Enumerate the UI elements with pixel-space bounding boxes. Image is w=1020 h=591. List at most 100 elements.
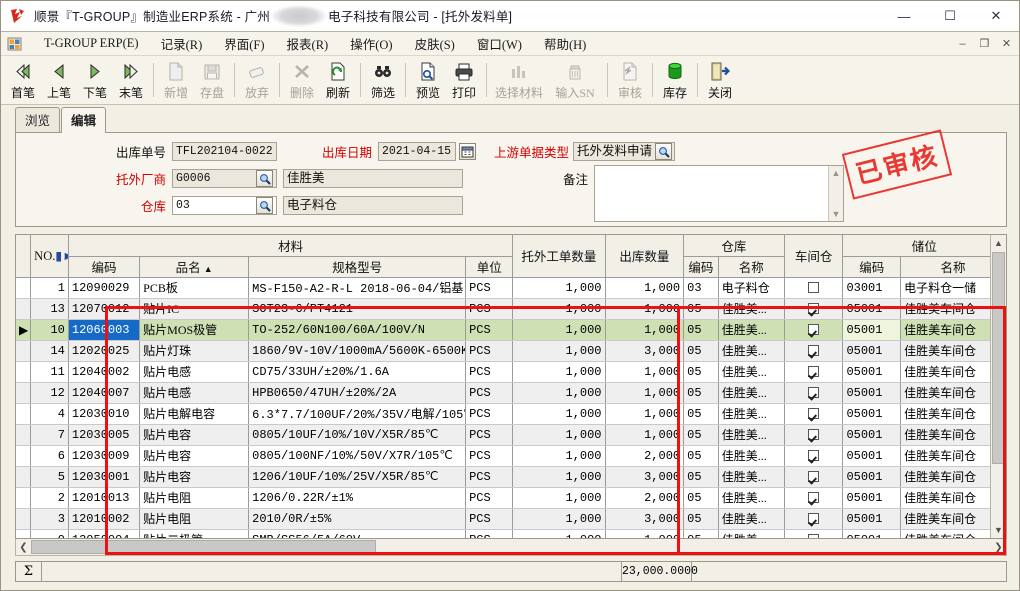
cell-issue-qty[interactable]: 2,000 — [605, 487, 685, 509]
table-row[interactable]: 2 12010013 贴片电阻 1206/0.22R/±1% PCS 1,000 2,000… — [16, 487, 1006, 509]
cell-unit[interactable]: PCS — [465, 403, 514, 425]
cell-no[interactable]: 14 — [30, 340, 69, 362]
toolbar-close-button[interactable]: 关闭 — [702, 58, 738, 103]
cell-outsource-qty[interactable]: 1,000 — [512, 487, 606, 509]
cell-workshop-checkbox[interactable] — [784, 361, 844, 383]
cell-location-name[interactable]: 佳胜美车间仓 — [900, 487, 1006, 509]
cell-spec[interactable]: MS-F150-A2-R-L 2018-06-04/铝基... — [248, 277, 467, 299]
cell-location-code[interactable]: 05001 — [842, 466, 902, 488]
cell-unit[interactable]: PCS — [465, 298, 514, 320]
table-row[interactable]: 11 12040002 贴片电感 CD75/33UH/±20%/1.6A PCS 1,00… — [16, 361, 1006, 383]
cell-unit[interactable]: PCS — [465, 466, 514, 488]
cell-no[interactable]: 10 — [30, 319, 69, 341]
cell-issue-qty[interactable]: 1,000 — [605, 382, 685, 404]
cell-spec[interactable]: 2010/0R/±5% — [248, 508, 467, 530]
checkbox-unchecked-icon[interactable] — [808, 281, 820, 293]
upstream-type-field[interactable]: 托外发料申请 — [573, 142, 675, 161]
checkbox-checked-icon[interactable] — [808, 491, 820, 503]
cell-material-code[interactable]: 12050004 — [68, 529, 141, 538]
cell-unit[interactable]: PCS — [465, 445, 514, 467]
cell-location-code[interactable]: 05001 — [842, 340, 902, 362]
cell-location-code[interactable]: 03001 — [842, 277, 902, 299]
cell-outsource-qty[interactable]: 1,000 — [512, 466, 606, 488]
header-location-name[interactable]: 名称 — [900, 256, 1006, 278]
grid-scroll-down-icon[interactable]: ▼ — [994, 525, 1003, 535]
toolbar-select-material-button[interactable]: 选择材料 — [491, 58, 547, 103]
memo-scroll-up-icon[interactable]: ▲ — [831, 168, 841, 178]
cell-warehouse-name[interactable]: 佳胜美... — [718, 340, 785, 362]
header-issue-qty[interactable]: 出库数量 — [605, 235, 685, 278]
checkbox-checked-icon[interactable] — [808, 365, 820, 377]
cell-spec[interactable]: 0805/10UF/10%/10V/X5R/85℃ — [248, 424, 467, 446]
doc-no-field[interactable]: TFL202104-0022 — [172, 142, 277, 161]
checkbox-checked-icon[interactable] — [808, 344, 820, 356]
menu-item-operation[interactable]: 操作(O) — [350, 38, 393, 52]
warehouse-lookup-icon[interactable] — [256, 197, 273, 214]
cell-no[interactable]: 9 — [30, 529, 69, 538]
cell-warehouse-name[interactable]: 佳胜美... — [718, 487, 785, 509]
cell-warehouse-name[interactable]: 佳胜美... — [718, 319, 785, 341]
cell-unit[interactable]: PCS — [465, 340, 514, 362]
cell-unit[interactable]: PCS — [465, 487, 514, 509]
cell-issue-qty[interactable]: 1,000 — [605, 529, 685, 538]
cell-outsource-qty[interactable]: 1,000 — [512, 277, 606, 299]
grid-hscroll-thumb[interactable] — [31, 540, 376, 554]
cell-location-name[interactable]: 佳胜美车间仓 — [900, 445, 1006, 467]
cell-location-name[interactable]: 佳胜美车间仓 — [900, 319, 1006, 341]
checkbox-checked-icon[interactable] — [808, 323, 820, 335]
cell-outsource-qty[interactable]: 1,000 — [512, 529, 606, 538]
cell-material-name[interactable]: 贴片灯珠 — [139, 340, 250, 362]
tab-edit[interactable]: 编辑 — [61, 107, 107, 133]
cell-location-code[interactable]: 05001 — [842, 319, 902, 341]
toolbar-stock-button[interactable]: 库存 — [657, 58, 693, 103]
cell-outsource-qty[interactable]: 1,000 — [512, 340, 606, 362]
table-row[interactable]: 7 12030005 贴片电容 0805/10UF/10%/10V/X5R/85℃ PC… — [16, 424, 1006, 446]
cell-material-name[interactable]: 贴片电感 — [139, 361, 250, 383]
menu-item-report[interactable]: 报表(R) — [286, 38, 329, 52]
cell-material-code[interactable]: 12060003 — [68, 319, 141, 341]
cell-no[interactable]: 5 — [30, 466, 69, 488]
cell-issue-qty[interactable]: 1,000 — [605, 403, 685, 425]
table-row[interactable]: ▶ 10 12060003 贴片MOS极管 TO-252/60N100/60A/100V… — [16, 319, 1006, 341]
cell-location-code[interactable]: 05001 — [842, 298, 902, 320]
mdi-minimize-button[interactable]: – — [959, 37, 966, 50]
mdi-restore-button[interactable]: ❐ — [979, 38, 990, 50]
cell-issue-qty[interactable]: 3,000 — [605, 466, 685, 488]
cell-warehouse-code[interactable]: 05 — [683, 466, 719, 488]
cell-location-code[interactable]: 05001 — [842, 508, 902, 530]
date-field[interactable]: 2021-04-15 — [378, 142, 456, 161]
cell-material-name[interactable]: 贴片电容 — [139, 445, 250, 467]
memo-scroll-down-icon[interactable]: ▼ — [831, 209, 841, 219]
cell-warehouse-name[interactable]: 佳胜美... — [718, 529, 785, 538]
cell-no[interactable]: 1 — [30, 277, 69, 299]
checkbox-checked-icon[interactable] — [808, 407, 820, 419]
table-row[interactable]: 912050004贴片二极管SMB/SS56/5A/60VPCS1,0001,0… — [16, 529, 1006, 538]
menu-item-window[interactable]: 窗口(W) — [476, 38, 522, 52]
cell-issue-qty[interactable]: 1,000 — [605, 424, 685, 446]
cell-spec[interactable]: 1860/9V-10V/1000mA/5600K-6500K... — [248, 340, 467, 362]
cell-warehouse-code[interactable]: 05 — [683, 298, 719, 320]
cell-no[interactable]: 6 — [30, 445, 69, 467]
toolbar-last-record-button[interactable]: 末笔 — [113, 58, 149, 103]
table-row[interactable]: 13 12070012 贴片IC SOT23-6/PT4121 PCS 1,000 1,00… — [16, 298, 1006, 320]
cell-workshop-checkbox[interactable] — [784, 424, 844, 446]
menu-item-skin[interactable]: 皮肤(S) — [414, 38, 455, 52]
cell-outsource-qty[interactable]: 1,000 — [512, 445, 606, 467]
memo-text[interactable] — [595, 166, 828, 221]
cell-warehouse-name[interactable]: 佳胜美... — [718, 466, 785, 488]
checkbox-checked-icon[interactable] — [808, 449, 820, 461]
window-maximize-button[interactable]: ☐ — [944, 8, 956, 23]
header-spec[interactable]: 规格型号 — [248, 256, 467, 278]
memo-field[interactable]: ▲ ▼ — [594, 165, 844, 222]
column-pin-icon[interactable]: ▮► — [55, 248, 67, 263]
cell-workshop-checkbox[interactable] — [784, 529, 844, 538]
header-outsource-qty[interactable]: 托外工单数量 — [512, 235, 606, 278]
memo-scrollbar[interactable]: ▲ ▼ — [828, 166, 843, 221]
checkbox-checked-icon[interactable] — [808, 302, 820, 314]
table-row[interactable]: 5 12030001 贴片电容 1206/10UF/10%/25V/X5R/85℃ PC… — [16, 466, 1006, 488]
cell-workshop-checkbox[interactable] — [784, 382, 844, 404]
cell-no[interactable]: 7 — [30, 424, 69, 446]
cell-warehouse-name[interactable]: 佳胜美... — [718, 508, 785, 530]
cell-warehouse-name[interactable]: 佳胜美... — [718, 298, 785, 320]
toolbar-first-record-button[interactable]: 首笔 — [5, 58, 41, 103]
